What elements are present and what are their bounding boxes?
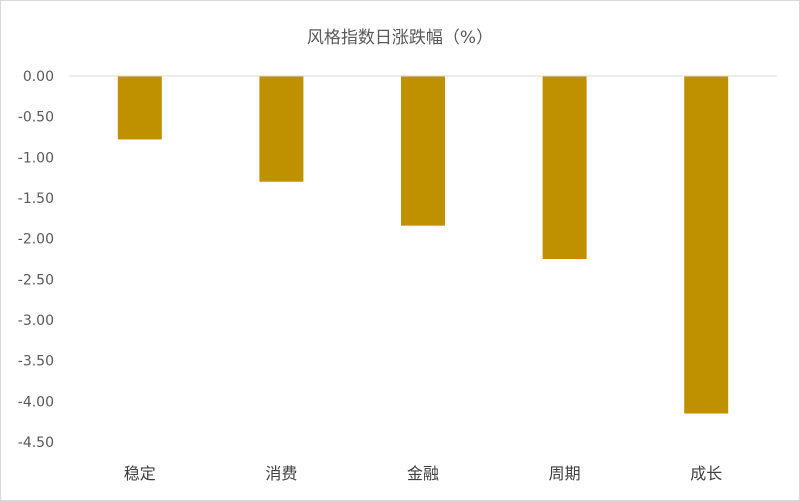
y-tick-label: -3.50: [18, 354, 54, 370]
chart-title: 风格指数日涨跌幅（%）: [306, 28, 494, 48]
y-tick-label: -4.50: [18, 435, 54, 451]
x-category-label: 消费: [265, 464, 297, 483]
bar-1: [117, 76, 162, 140]
y-tick-label: -0.50: [18, 110, 54, 126]
y-tick-label: -1.50: [18, 191, 54, 207]
x-category-label: 成长: [690, 464, 722, 483]
y-tick-label: 0.00: [23, 69, 54, 85]
bar-5: [684, 76, 729, 414]
bar-3: [401, 76, 445, 226]
y-tick-label: -1.00: [18, 150, 54, 166]
y-tick-label: -2.50: [18, 272, 54, 288]
y-tick-label: -3.00: [18, 313, 54, 329]
x-category-label: 周期: [549, 464, 581, 483]
x-category-label: 稳定: [124, 464, 156, 483]
y-tick-label: -2.00: [18, 232, 54, 248]
bar-2: [259, 76, 304, 182]
bar-4: [542, 76, 587, 259]
x-category-label: 金融: [407, 464, 439, 483]
y-tick-label: -4.00: [18, 394, 54, 410]
